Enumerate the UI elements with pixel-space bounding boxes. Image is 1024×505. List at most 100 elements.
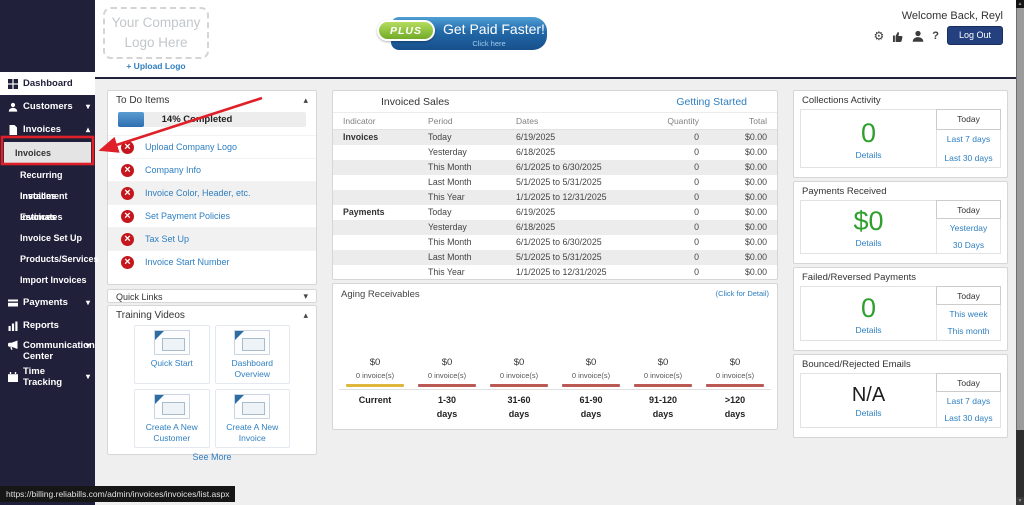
company-logo-placeholder[interactable]: Your Company Logo Here — [103, 7, 209, 59]
todo-item[interactable]: × Invoice Start Number — [108, 250, 316, 273]
collections-activity-panel: Collections Activity 0 Details Today Las… — [793, 90, 1008, 178]
details-link[interactable]: Details — [855, 407, 882, 418]
payments-received-value: $0 — [853, 206, 884, 236]
credit-card-icon — [8, 299, 18, 306]
sidebar-item-dashboard[interactable]: Dashboard — [0, 72, 95, 95]
scrollbar-thumb[interactable] — [1016, 8, 1024, 430]
incomplete-x-icon: × — [121, 163, 134, 177]
todo-items-panel: To Do Items ▴ 14% Completed × Upload Com… — [107, 90, 317, 285]
help-icon[interactable]: ? — [932, 29, 939, 42]
tab-30-days[interactable]: 30 Days — [952, 239, 985, 250]
sidebar-subitem-import-invoices[interactable]: Import Invoices — [20, 275, 87, 285]
banner-click-here[interactable]: Click here — [472, 39, 506, 48]
collapse-icon[interactable]: ▴ — [303, 95, 308, 105]
getting-started-link[interactable]: Getting Started — [676, 96, 747, 108]
aging-bucket-91-120[interactable]: $0 0 invoice(s) 91-120 days — [627, 357, 699, 421]
col-period: Period — [428, 116, 453, 126]
todo-item-link[interactable]: Invoice Color, Header, etc. — [145, 188, 251, 198]
chevron-down-icon: ▾ — [85, 297, 90, 307]
tab-today[interactable]: Today — [936, 200, 1001, 219]
training-video-create-invoice[interactable]: Create A New Invoice — [214, 389, 290, 449]
training-video-dashboard-overview[interactable]: Dashboard Overview — [214, 325, 290, 385]
tab-yesterday[interactable]: Yesterday — [949, 222, 988, 233]
aging-bucket-over-120[interactable]: $0 0 invoice(s) >120 days — [699, 357, 771, 421]
sidebar-item-reports[interactable]: Reports — [0, 314, 95, 337]
todo-item-link[interactable]: Company Info — [145, 165, 202, 175]
scroll-down-button[interactable]: ▼ — [1016, 497, 1024, 505]
tab-last-30-days[interactable]: Last 30 days — [944, 413, 993, 424]
todo-item-link[interactable]: Upload Company Logo — [145, 142, 238, 152]
tab-this-month[interactable]: This month — [947, 326, 990, 337]
aging-bucket-31-60[interactable]: $0 0 invoice(s) 31-60 days — [483, 357, 555, 421]
sidebar-item-time-tracking[interactable]: Time Tracking ▾ — [0, 365, 95, 388]
training-video-quick-start[interactable]: Quick Start — [134, 325, 210, 385]
todo-item[interactable]: × Invoice Color, Header, etc. — [108, 181, 316, 204]
plus-get-paid-faster-banner[interactable]: PLUS Get Paid Faster! Click here — [377, 15, 547, 52]
training-video-create-customer[interactable]: Create A New Customer — [134, 389, 210, 449]
aging-bucket-61-90[interactable]: $0 0 invoice(s) 61-90 days — [555, 357, 627, 421]
aging-bucket-current[interactable]: $0 0 invoice(s) Current — [339, 357, 411, 421]
todo-item[interactable]: × Set Payment Policies — [108, 204, 316, 227]
expand-icon[interactable]: ▾ — [303, 291, 308, 301]
table-row: This Month 6/1/2025 to 6/30/2025 0 $0.00 — [428, 237, 767, 247]
details-link[interactable]: Details — [855, 149, 882, 160]
todo-item[interactable]: × Tax Set Up — [108, 227, 316, 250]
sidebar-item-payments[interactable]: Payments ▾ — [0, 291, 95, 314]
collapse-icon[interactable]: ▴ — [303, 310, 308, 320]
sidebar-item-customers[interactable]: Customers ▾ — [0, 95, 95, 118]
sidebar-item-invoices[interactable]: Invoices ▴ — [0, 118, 95, 141]
aging-receivables-panel: Aging Receivables (Click for Detail) $0 … — [332, 283, 778, 430]
tab-last-30-days[interactable]: Last 30 days — [944, 152, 993, 163]
aging-bar-overdue — [634, 384, 692, 387]
sidebar-subitem-estimates[interactable]: Estimates — [20, 212, 63, 222]
chevron-down-icon: ▾ — [85, 371, 90, 381]
todo-progress-label: 14% Completed — [161, 114, 233, 125]
todo-item[interactable]: × Upload Company Logo — [108, 135, 316, 158]
todo-item-link[interactable]: Set Payment Policies — [145, 211, 231, 221]
aging-bucket-1-30[interactable]: $0 0 invoice(s) 1-30 days — [411, 357, 483, 421]
table-row: This Year 1/1/2025 to 12/31/2025 0 $0.00 — [428, 267, 767, 277]
gear-icon[interactable]: ⚙ — [873, 28, 885, 43]
click-for-detail-link[interactable]: (Click for Detail) — [715, 289, 769, 298]
person-icon[interactable] — [912, 30, 924, 42]
table-row: This Month 6/1/2025 to 6/30/2025 0 $0.00 — [333, 160, 777, 175]
scroll-up-button[interactable]: ▲ — [1016, 0, 1024, 8]
sidebar-subitem-invoices[interactable]: Invoices — [4, 142, 91, 164]
see-more-link[interactable]: See More — [192, 452, 232, 463]
chevron-down-icon: ▾ — [85, 101, 90, 111]
details-link[interactable]: Details — [855, 324, 882, 335]
quick-links-panel: Quick Links ▾ — [107, 289, 317, 303]
dashboard-icon — [8, 78, 18, 89]
file-icon — [9, 124, 17, 135]
todo-item-link[interactable]: Invoice Start Number — [145, 257, 230, 267]
todo-item-link[interactable]: Tax Set Up — [145, 234, 190, 244]
sidebar-label: Payments — [23, 297, 68, 308]
log-out-button[interactable]: Log Out — [946, 26, 1003, 45]
sidebar-subitem-invoice-set-up[interactable]: Invoice Set Up — [20, 233, 83, 243]
aging-bar-current — [346, 384, 404, 387]
sidebar-subitem-installment-invoices[interactable]: Installment Invoices — [20, 191, 68, 222]
tab-last-7-days[interactable]: Last 7 days — [946, 395, 991, 406]
incomplete-x-icon: × — [121, 232, 134, 246]
status-bar-url: https://billing.reliabills.com/admin/inv… — [0, 486, 236, 502]
incomplete-x-icon: × — [121, 186, 134, 200]
sidebar-subitem-products-services[interactable]: Products/Services — [20, 254, 99, 264]
table-row: Yesterday 6/18/2025 0 $0.00 — [333, 220, 777, 235]
details-link[interactable]: Details — [855, 238, 882, 248]
sidebar-subitem-recurring-invoices[interactable]: Recurring Invoices — [20, 170, 63, 201]
tab-today[interactable]: Today — [936, 286, 1001, 306]
thumbs-up-icon[interactable] — [892, 30, 904, 42]
tab-last-7-days[interactable]: Last 7 days — [946, 134, 991, 144]
incomplete-x-icon: × — [121, 209, 134, 223]
aging-bar-overdue — [418, 384, 476, 387]
tab-today[interactable]: Today — [936, 109, 1001, 130]
sidebar-item-communication-center[interactable]: Communication Center ▾ — [0, 337, 95, 365]
upload-logo-link[interactable]: + Upload Logo — [126, 61, 186, 71]
tab-today[interactable]: Today — [936, 373, 1001, 393]
aging-bar-overdue — [562, 384, 620, 387]
tab-this-week[interactable]: This week — [949, 308, 988, 319]
todo-item[interactable]: × Company Info — [108, 158, 316, 181]
bar-chart-icon — [8, 321, 18, 331]
calendar-icon — [8, 371, 18, 382]
megaphone-icon — [8, 340, 18, 350]
